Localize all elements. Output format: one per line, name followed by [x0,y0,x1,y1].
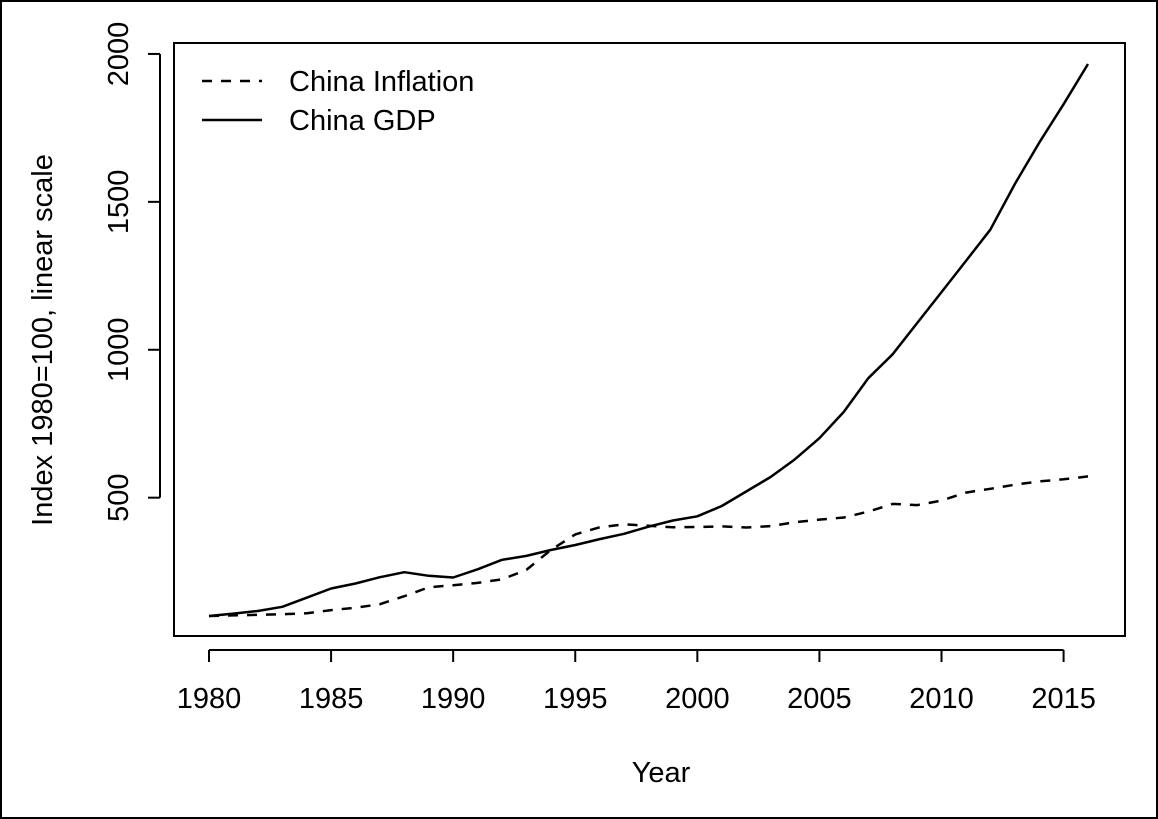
y-axis-title: Index 1980=100, linear scale [27,154,59,526]
y-tick-label: 500 [103,473,135,521]
y-axis: 500 1000 1500 2000 [103,22,161,522]
legend-label-china-inflation: China Inflation [289,66,474,98]
series-line-china-inflation [208,475,1089,618]
series-layer [208,63,1090,618]
y-tick-label: 1500 [103,170,135,235]
x-tick-label: 1980 [177,683,242,715]
x-tick-label: 1990 [421,683,486,715]
x-tick-label: 1985 [299,683,364,715]
x-tick-label: 1995 [543,683,608,715]
y-tick-label: 2000 [103,22,135,87]
plot-area-box [173,42,1126,637]
legend-label-china-gdp: China GDP [289,105,436,137]
x-tick-label: 2010 [909,683,974,715]
x-tick-label: 2015 [1031,683,1096,715]
x-tick-label: 2000 [665,683,730,715]
y-tick-label: 1000 [103,318,135,383]
x-axis-title: Year [632,757,691,789]
x-axis: 1980 1985 1990 1995 2000 2005 2010 2015 [177,649,1096,715]
series-line-china-gdp [208,63,1090,618]
legend: China Inflation China GDP [202,66,474,137]
x-tick-label: 2005 [787,683,852,715]
